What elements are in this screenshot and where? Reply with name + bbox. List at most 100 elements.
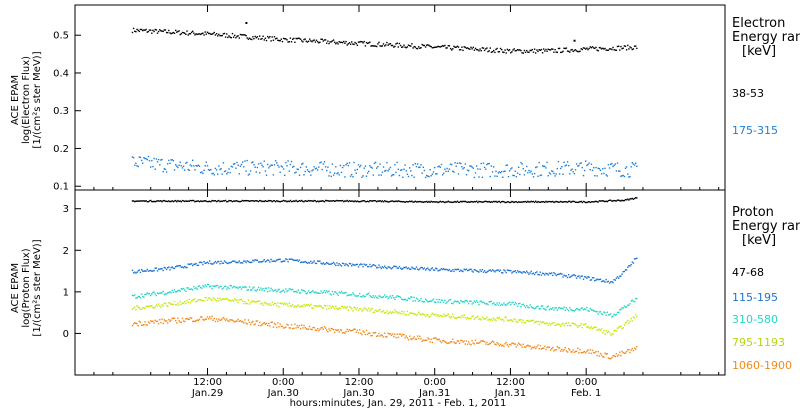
- data-point: [238, 37, 240, 39]
- data-point: [562, 50, 564, 53]
- data-point: [388, 266, 390, 268]
- data-point: [636, 47, 638, 50]
- data-point: [385, 267, 387, 269]
- data-point: [261, 289, 263, 291]
- data-point: [623, 45, 626, 47]
- data-point: [286, 39, 288, 41]
- data-point: [328, 42, 330, 45]
- data-point: [515, 271, 518, 274]
- data-point: [181, 288, 184, 290]
- data-point: [147, 270, 150, 272]
- data-point: [326, 329, 328, 331]
- data-point: [598, 278, 601, 281]
- data-point: [170, 200, 172, 203]
- data-point: [573, 200, 576, 203]
- data-point: [387, 44, 389, 46]
- data-point: [463, 301, 465, 303]
- data-point: [448, 299, 451, 301]
- data-point: [354, 169, 356, 171]
- data-point: [527, 320, 529, 322]
- data-point: [330, 41, 332, 43]
- data-point: [416, 47, 419, 50]
- data-point: [264, 301, 267, 304]
- data-point: [454, 342, 456, 345]
- data-point: [489, 342, 491, 345]
- data-point: [593, 310, 595, 312]
- data-point: [607, 330, 610, 332]
- data-point: [599, 329, 602, 331]
- data-point: [319, 304, 321, 307]
- data-point: [151, 32, 153, 34]
- data-point: [523, 321, 526, 324]
- data-point: [458, 342, 461, 344]
- data-point: [345, 200, 347, 202]
- data-point: [472, 302, 474, 304]
- data-point: [242, 286, 244, 288]
- data-point: [285, 288, 287, 290]
- data-point: [363, 295, 365, 298]
- data-point: [628, 304, 630, 307]
- data-point: [580, 162, 582, 164]
- data-point: [285, 38, 287, 40]
- data-point: [394, 298, 396, 300]
- data-point: [213, 31, 215, 34]
- data-point: [328, 307, 330, 310]
- data-point: [628, 176, 630, 178]
- data-point: [205, 318, 207, 320]
- data-point: [204, 165, 206, 167]
- data-point: [436, 46, 438, 48]
- data-point: [532, 176, 535, 178]
- data-point: [505, 52, 507, 54]
- y-tick-label: 0.2: [53, 144, 69, 155]
- data-point: [286, 165, 288, 167]
- data-point: [463, 167, 465, 169]
- data-point: [304, 305, 306, 307]
- data-point: [595, 350, 597, 353]
- data-point: [536, 346, 538, 348]
- data-point: [566, 324, 569, 327]
- data-point: [203, 200, 205, 202]
- data-point: [453, 316, 455, 318]
- data-point: [460, 339, 462, 342]
- data-point: [472, 342, 474, 344]
- data-point: [476, 316, 478, 319]
- data-point: [320, 161, 322, 163]
- data-point: [553, 51, 555, 53]
- data-point: [384, 45, 386, 47]
- data-point: [610, 163, 612, 165]
- data-point: [448, 201, 451, 203]
- data-point: [441, 340, 444, 342]
- data-point: [382, 201, 385, 203]
- data-point: [569, 276, 571, 278]
- data-point: [145, 200, 147, 202]
- data-point: [519, 49, 521, 51]
- data-point: [624, 352, 627, 354]
- data-point: [244, 160, 246, 162]
- data-point: [164, 29, 167, 31]
- data-point: [239, 165, 242, 167]
- data-point: [356, 44, 359, 46]
- data-point: [421, 300, 423, 303]
- data-point: [589, 279, 591, 281]
- data-point: [369, 263, 371, 266]
- data-point: [293, 165, 295, 168]
- data-point: [524, 272, 527, 274]
- data-point: [468, 170, 470, 172]
- data-point: [261, 324, 263, 326]
- data-point: [628, 199, 630, 201]
- data-point: [334, 41, 336, 43]
- data-point: [277, 259, 279, 261]
- data-point: [329, 263, 331, 265]
- data-point: [554, 324, 556, 327]
- data-point: [305, 200, 307, 202]
- data-point: [196, 264, 198, 266]
- data-point: [515, 346, 518, 348]
- data-point: [313, 291, 315, 294]
- data-point: [589, 327, 591, 329]
- data-point: [410, 200, 412, 203]
- data-point: [505, 271, 507, 274]
- data-point: [243, 260, 245, 262]
- data-point: [272, 326, 275, 328]
- data-point: [357, 295, 360, 297]
- data-point: [314, 200, 317, 202]
